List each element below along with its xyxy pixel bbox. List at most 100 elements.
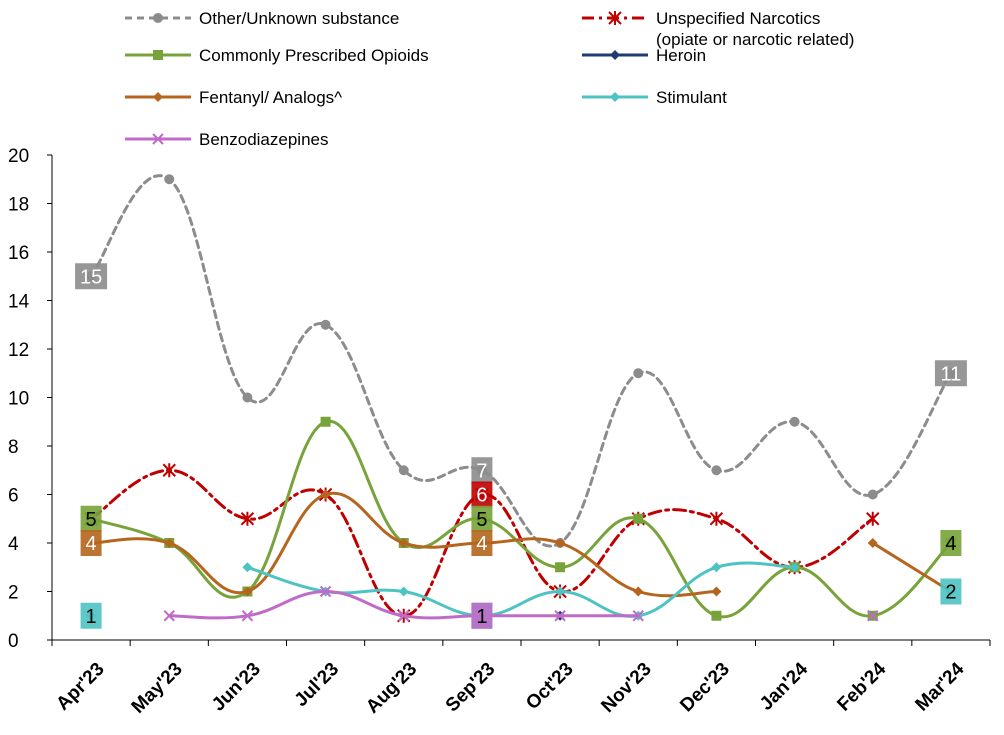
data-point <box>319 585 332 598</box>
legend-marker <box>153 50 163 60</box>
y-tick-label: 16 <box>8 243 29 264</box>
legend-item-4: Heroin <box>582 46 706 65</box>
x-tick-label: Dec'23 <box>676 659 734 717</box>
data-point <box>398 610 410 622</box>
data-label-box <box>80 505 102 532</box>
data-point <box>398 586 409 597</box>
data-point <box>398 465 409 476</box>
series-line <box>89 491 718 598</box>
series-line <box>871 541 953 593</box>
legend-marker <box>610 50 620 60</box>
x-tick-label: Sep'23 <box>442 659 500 717</box>
legend-item-2: Unspecified Narcotics (opiate or narcotic… <box>582 9 854 49</box>
data-point <box>789 416 800 427</box>
data-point <box>320 489 331 500</box>
data-point <box>164 174 175 185</box>
y-tick-label: 2 <box>8 583 19 604</box>
data-labels: 157116554441121 <box>75 263 967 629</box>
data-label-text: 6 <box>476 485 487 507</box>
legend-label: Heroin <box>656 46 706 65</box>
data-label-text: 4 <box>945 533 956 555</box>
data-label-box <box>471 481 493 508</box>
data-label-text: 5 <box>86 509 97 531</box>
data-point <box>555 562 566 573</box>
data-point <box>867 538 878 548</box>
data-point <box>711 610 722 621</box>
series-line <box>245 561 797 618</box>
legend-item-1: Other/Unknown substance <box>125 9 399 28</box>
y-tick-label: 14 <box>8 292 30 313</box>
series-1 <box>86 174 956 548</box>
data-point <box>241 610 254 622</box>
data-point <box>633 513 644 524</box>
data-label-box <box>471 530 493 556</box>
data-label-text: 15 <box>80 266 102 288</box>
legend: Other/Unknown substance Unspecified Narco… <box>125 9 854 149</box>
legend-marker <box>152 133 164 145</box>
data-label-box <box>940 530 962 556</box>
data-label-text: 1 <box>86 606 97 628</box>
data-point <box>633 586 644 597</box>
data-label-box <box>80 530 102 556</box>
data-label-box <box>75 263 108 290</box>
data-label-text: 4 <box>86 533 97 555</box>
data-point <box>632 610 644 622</box>
data-point <box>242 392 253 403</box>
data-label-box <box>471 457 493 484</box>
data-label: 7 <box>471 457 493 484</box>
legend-label: Fentanyl/ Analogs^ <box>199 88 342 107</box>
data-point <box>555 586 566 597</box>
data-point <box>162 463 176 478</box>
data-label-text: 7 <box>476 460 487 482</box>
legend-label: Commonly Prescribed Opioids <box>199 46 429 65</box>
y-tick-label: 8 <box>8 437 19 458</box>
data-label: 1 <box>471 602 493 629</box>
data-point <box>398 538 409 548</box>
y-tick-label: 4 <box>8 534 19 555</box>
data-label: 4 <box>80 530 102 556</box>
series-group <box>84 174 956 623</box>
data-point <box>242 562 253 573</box>
y-tick-label: 20 <box>8 146 29 167</box>
y-tick-label: 6 <box>8 486 19 507</box>
legend-label: Benzodiazepines <box>199 130 328 149</box>
y-tick-label: 12 <box>8 340 29 361</box>
data-label: 2 <box>940 578 962 605</box>
series-line <box>89 468 875 618</box>
data-label-box <box>471 602 493 629</box>
data-label-text: 1 <box>476 606 487 628</box>
data-label-text: 4 <box>476 533 487 555</box>
data-point <box>320 319 331 330</box>
x-tick-label: Jun'23 <box>208 659 265 716</box>
data-label: 5 <box>80 505 102 532</box>
y-tick-label: 10 <box>8 389 29 410</box>
x-tick-label: Aug'23 <box>362 659 421 718</box>
data-point <box>163 610 175 622</box>
legend-marker <box>153 92 163 102</box>
legend-marker <box>608 11 622 25</box>
legend-marker <box>153 13 163 23</box>
data-point <box>709 511 724 526</box>
data-label-text: 2 <box>945 582 956 604</box>
data-label-text: 5 <box>476 509 487 531</box>
legend-label: Other/Unknown substance <box>199 9 399 28</box>
data-point <box>867 489 878 500</box>
data-point <box>555 538 566 548</box>
data-point <box>711 465 722 476</box>
series-line <box>89 174 953 548</box>
x-tick-label: Feb'24 <box>833 658 890 715</box>
data-label-box <box>940 578 962 605</box>
x-tick-label: Mar'24 <box>912 658 969 715</box>
data-label: 5 <box>471 505 493 532</box>
data-point <box>240 511 255 526</box>
data-point <box>711 586 722 597</box>
legend-marker <box>610 92 620 102</box>
data-label: 6 <box>471 481 493 508</box>
data-label: 1 <box>80 602 102 629</box>
legend-item-5: Fentanyl/ Analogs^ <box>125 88 342 107</box>
legend-item-7: Benzodiazepines <box>125 130 328 149</box>
x-tick-label: May'23 <box>128 659 187 718</box>
data-point <box>242 586 253 597</box>
x-tick-label: Nov'23 <box>597 659 655 717</box>
